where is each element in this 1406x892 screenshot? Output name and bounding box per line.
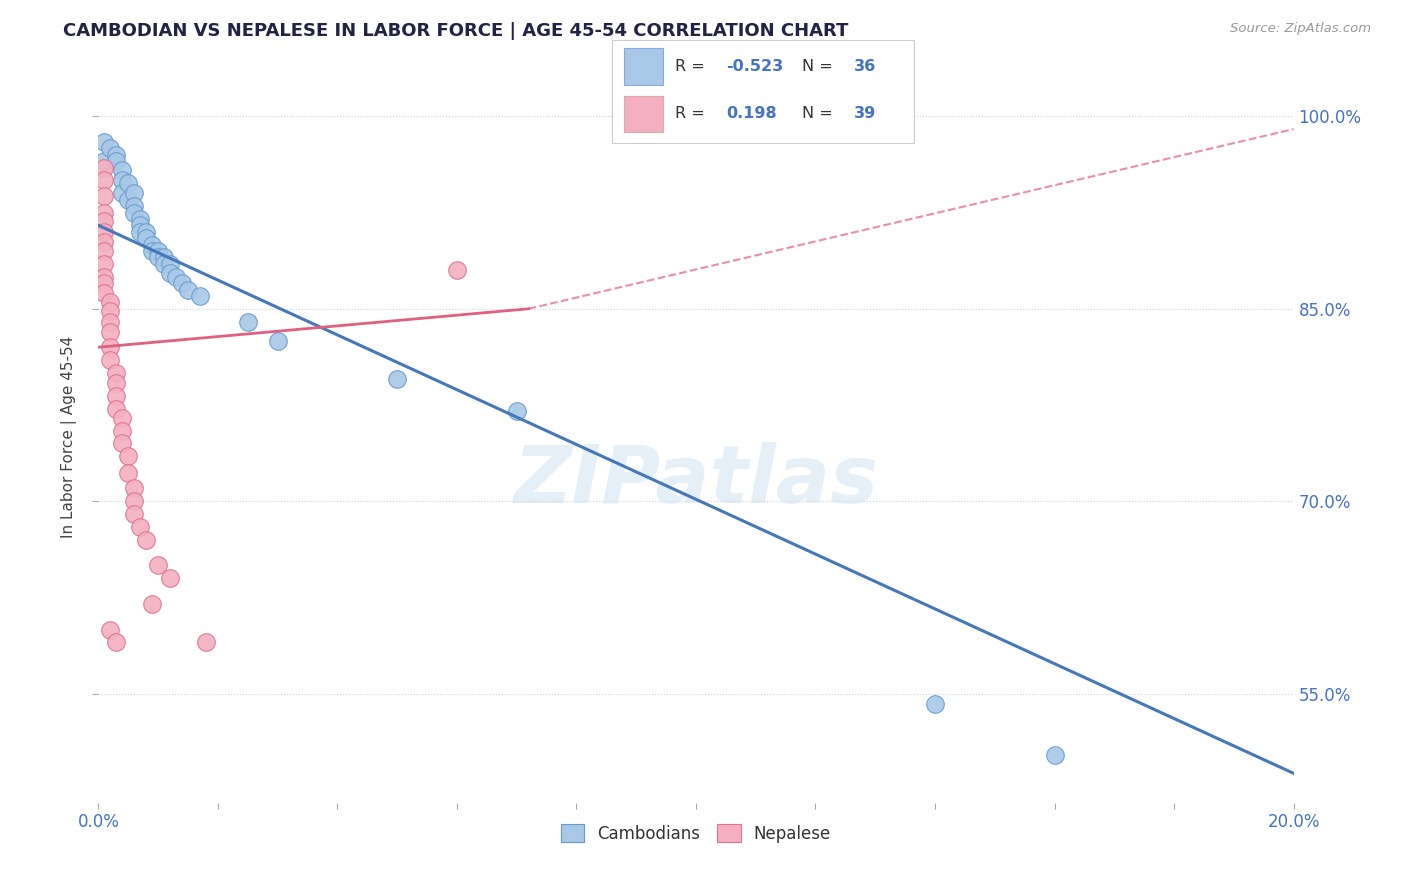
Point — [93, 225, 115, 239]
Point — [93, 214, 115, 228]
Point — [105, 148, 128, 162]
Point — [98, 340, 122, 354]
Point — [153, 257, 176, 271]
Point — [141, 597, 163, 611]
Point — [124, 186, 146, 201]
Point — [924, 697, 946, 711]
Point — [105, 401, 128, 416]
Point — [129, 225, 152, 239]
Point — [93, 173, 115, 187]
Point — [165, 269, 187, 284]
Point — [111, 173, 134, 187]
Point — [98, 315, 122, 329]
Point — [98, 325, 122, 339]
Point — [129, 211, 152, 226]
Text: R =: R = — [675, 106, 704, 121]
FancyBboxPatch shape — [612, 40, 914, 143]
Point — [506, 404, 529, 418]
Point — [93, 244, 115, 258]
Point — [117, 466, 139, 480]
Point — [93, 135, 115, 149]
FancyBboxPatch shape — [624, 95, 664, 132]
Point — [153, 251, 176, 265]
Point — [236, 315, 259, 329]
Legend: Cambodians, Nepalese: Cambodians, Nepalese — [554, 818, 838, 849]
Point — [141, 237, 163, 252]
Point — [159, 571, 181, 585]
Text: N =: N = — [801, 59, 832, 74]
Point — [135, 533, 157, 547]
FancyBboxPatch shape — [624, 48, 664, 86]
Text: 0.198: 0.198 — [727, 106, 778, 121]
Point — [135, 225, 157, 239]
Point — [93, 235, 115, 249]
Point — [148, 244, 170, 258]
Point — [98, 304, 122, 318]
Point — [111, 163, 134, 178]
Point — [105, 366, 128, 380]
Point — [105, 635, 128, 649]
Point — [124, 482, 146, 496]
Text: Source: ZipAtlas.com: Source: ZipAtlas.com — [1230, 22, 1371, 36]
Point — [124, 205, 146, 219]
Point — [267, 334, 290, 348]
Point — [159, 266, 181, 280]
Point — [148, 558, 170, 573]
Point — [1043, 748, 1066, 763]
Point — [93, 161, 115, 175]
Point — [141, 244, 163, 258]
Point — [105, 154, 128, 169]
Point — [111, 436, 134, 450]
Y-axis label: In Labor Force | Age 45-54: In Labor Force | Age 45-54 — [60, 336, 77, 538]
Point — [111, 186, 134, 201]
Point — [385, 372, 409, 386]
Text: 39: 39 — [853, 106, 876, 121]
Point — [135, 231, 157, 245]
Point — [124, 507, 146, 521]
Point — [446, 263, 468, 277]
Point — [129, 520, 152, 534]
Point — [111, 410, 134, 425]
Text: 36: 36 — [853, 59, 876, 74]
Point — [159, 257, 181, 271]
Text: -0.523: -0.523 — [727, 59, 783, 74]
Point — [98, 623, 122, 637]
Text: N =: N = — [801, 106, 832, 121]
Point — [93, 205, 115, 219]
Point — [98, 295, 122, 310]
Text: ZIPatlas: ZIPatlas — [513, 442, 879, 520]
Point — [188, 289, 211, 303]
Point — [98, 141, 122, 155]
Point — [129, 219, 152, 233]
Point — [117, 176, 139, 190]
Point — [195, 635, 218, 649]
Point — [177, 283, 200, 297]
Point — [105, 389, 128, 403]
Point — [124, 494, 146, 508]
Point — [105, 376, 128, 391]
Point — [93, 269, 115, 284]
Point — [148, 251, 170, 265]
Point — [93, 257, 115, 271]
Point — [117, 193, 139, 207]
Text: CAMBODIAN VS NEPALESE IN LABOR FORCE | AGE 45-54 CORRELATION CHART: CAMBODIAN VS NEPALESE IN LABOR FORCE | A… — [63, 22, 849, 40]
Point — [98, 353, 122, 368]
Point — [93, 286, 115, 301]
Point — [117, 450, 139, 464]
Point — [93, 154, 115, 169]
Point — [93, 189, 115, 203]
Point — [93, 276, 115, 290]
Point — [172, 276, 194, 290]
Text: R =: R = — [675, 59, 704, 74]
Point — [111, 424, 134, 438]
Point — [124, 199, 146, 213]
